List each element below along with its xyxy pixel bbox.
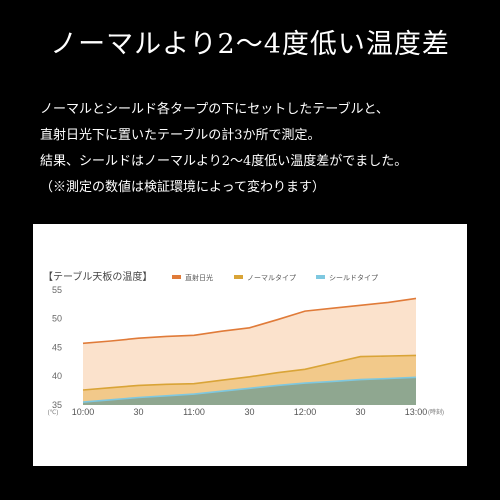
description-line: 結果、シールドはノーマルより2〜4度低い温度差がでました。 (40, 154, 408, 169)
x-tick-label: 30 (355, 407, 365, 417)
series-line-normal (82, 354, 417, 391)
x-tick-label: 12:00 (294, 407, 317, 417)
y-tick-label: 35 (52, 400, 62, 410)
x-tick-label: 13:00 (405, 407, 428, 417)
x-tick-label: 11:00 (183, 407, 205, 417)
headline: ノーマルより2〜4度低い温度差 (50, 29, 450, 60)
y-tick-label: 50 (52, 314, 62, 324)
plot-area: 35 40 45 50 55 10:00 30 11:00 30 12:00 30 13:00 (52, 285, 427, 417)
area-shield (83, 377, 416, 405)
series-line-shield (82, 376, 417, 403)
x-tick-label: 30 (244, 407, 254, 417)
x-tick-label: 30 (133, 407, 143, 417)
legend-swatch-shield (316, 275, 325, 279)
y-tick-label: 55 (52, 285, 62, 295)
series-line-direct-sun (82, 297, 417, 345)
legend-label-direct-sun: 直射日光 (185, 273, 213, 282)
chart-card: 【テーブル天板の温度】 直射日光 ノーマルタイプ シールドタイプ 35 40 45 5… (33, 224, 467, 466)
x-tick-label: 10:00 (72, 407, 95, 417)
legend-label-shield: シールドタイプ (329, 273, 378, 282)
description: ノーマルとシールド各タープの下にセットしたテーブルと、 直射日光下に置いたテーブ… (40, 97, 480, 201)
description-line: ノーマルとシールド各タープの下にセットしたテーブルと、 (40, 102, 389, 117)
legend-swatch-direct-sun (172, 275, 181, 279)
description-line: 直射日光下に置いたテーブルの計3か所で測定。 (40, 128, 321, 143)
y-tick-label: 40 (52, 371, 62, 381)
description-line: （※測定の数値は検証環境によって変わります） (40, 180, 325, 195)
legend-swatch-normal (234, 275, 243, 279)
temperature-chart: 【テーブル天板の温度】 直射日光 ノーマルタイプ シールドタイプ 35 40 45 5… (43, 270, 444, 417)
legend-label-normal: ノーマルタイプ (247, 273, 296, 282)
x-unit-label: (時刻) (428, 408, 444, 416)
y-tick-label: 45 (52, 342, 62, 352)
y-unit-label: (℃) (48, 409, 59, 416)
chart-title: 【テーブル天板の温度】 (43, 270, 152, 283)
